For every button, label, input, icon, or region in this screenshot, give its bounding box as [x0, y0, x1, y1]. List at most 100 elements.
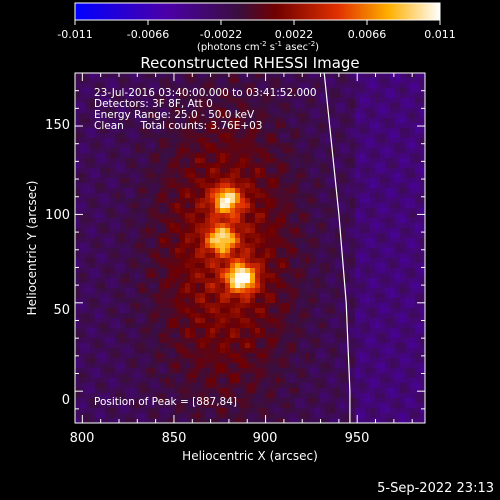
heatmap-cell: [310, 318, 316, 324]
heatmap-cell: [165, 153, 171, 159]
heatmap-cell: [105, 153, 111, 159]
heatmap-cell: [230, 383, 236, 389]
heatmap-cell: [420, 168, 425, 174]
heatmap-cell: [300, 108, 306, 114]
heatmap-cell: [240, 348, 246, 354]
heatmap-cell: [370, 203, 376, 209]
heatmap-cell: [200, 313, 206, 319]
heatmap-cell: [355, 333, 361, 339]
heatmap-cell: [130, 208, 136, 214]
heatmap-cell: [155, 163, 161, 169]
heatmap-cell: [360, 238, 366, 244]
heatmap-cell: [385, 173, 391, 179]
heatmap-cell: [160, 368, 166, 374]
heatmap-cell: [235, 373, 241, 379]
heatmap-cell: [160, 403, 166, 409]
heatmap-cell: [130, 133, 136, 139]
heatmap-cell: [275, 188, 281, 194]
heatmap-cell: [205, 358, 211, 364]
heatmap-cell: [175, 358, 181, 364]
heatmap-cell: [195, 88, 201, 94]
heatmap-cell: [350, 93, 356, 99]
heatmap-cell: [365, 318, 371, 324]
heatmap-cell: [105, 128, 111, 134]
heatmap-cell: [260, 98, 266, 104]
heatmap-cell: [310, 363, 316, 369]
heatmap-cell: [170, 223, 176, 229]
heatmap-cell: [360, 223, 366, 229]
heatmap-cell: [315, 363, 321, 369]
heatmap-cell: [390, 333, 396, 339]
heatmap-cell: [155, 263, 161, 269]
heatmap-cell: [350, 128, 356, 134]
heatmap-cell: [270, 373, 276, 379]
heatmap-cell: [270, 313, 276, 319]
heatmap-cell: [85, 378, 91, 384]
heatmap-cell: [230, 418, 236, 423]
heatmap-cell: [310, 183, 316, 189]
heatmap-cell: [190, 128, 196, 134]
heatmap-cell: [170, 293, 176, 299]
heatmap-cell: [295, 318, 301, 324]
heatmap-cell: [330, 258, 336, 264]
heatmap-cell: [320, 343, 326, 349]
heatmap-cell: [290, 153, 296, 159]
heatmap-cell: [100, 263, 106, 269]
heatmap-cell: [100, 228, 106, 234]
heatmap-cell: [120, 193, 126, 199]
heatmap-cell: [275, 93, 281, 99]
heatmap-cell: [75, 293, 81, 299]
heatmap-cell: [80, 118, 86, 124]
heatmap-cell: [230, 273, 236, 279]
heatmap-cell: [360, 108, 366, 114]
heatmap-cell: [200, 298, 206, 304]
heatmap-cell: [260, 73, 266, 79]
heatmap-cell: [270, 153, 276, 159]
heatmap-cell: [345, 123, 351, 129]
heatmap-cell: [300, 233, 306, 239]
heatmap-cell: [145, 388, 151, 394]
heatmap-cell: [415, 383, 421, 389]
heatmap-cell: [320, 413, 326, 419]
heatmap-cell: [265, 78, 271, 84]
heatmap-cell: [365, 418, 371, 423]
heatmap-cell: [345, 113, 351, 119]
heatmap-cell: [90, 313, 96, 319]
heatmap-cell: [205, 258, 211, 264]
heatmap-cell: [150, 193, 156, 199]
heatmap-cell: [370, 133, 376, 139]
heatmap-cell: [290, 263, 296, 269]
heatmap-cell: [110, 88, 116, 94]
heatmap-cell: [295, 348, 301, 354]
heatmap-cell: [230, 348, 236, 354]
heatmap-cell: [105, 393, 111, 399]
heatmap-cell: [130, 228, 136, 234]
heatmap-cell: [290, 303, 296, 309]
heatmap-cell: [185, 393, 191, 399]
heatmap-cell: [290, 188, 296, 194]
heatmap-cell: [270, 173, 276, 179]
heatmap-cell: [110, 333, 116, 339]
heatmap-cell: [250, 183, 256, 189]
heatmap-cell: [355, 193, 361, 199]
heatmap-cell: [220, 198, 226, 204]
heatmap-cell: [115, 298, 121, 304]
heatmap-cell: [270, 78, 276, 84]
heatmap-cell: [245, 313, 251, 319]
heatmap-cell: [180, 338, 186, 344]
heatmap-cell: [140, 378, 146, 384]
heatmap-cell: [115, 128, 121, 134]
heatmap-cell: [230, 243, 236, 249]
heatmap-cell: [130, 378, 136, 384]
heatmap-cell: [330, 408, 336, 414]
heatmap-cell: [215, 348, 221, 354]
heatmap-cell: [180, 88, 186, 94]
heatmap-cell: [410, 258, 416, 264]
heatmap-cell: [140, 268, 146, 274]
heatmap-cell: [195, 413, 201, 419]
heatmap-cell: [150, 93, 156, 99]
heatmap-cell: [360, 203, 366, 209]
heatmap-cell: [255, 243, 261, 249]
heatmap-cell: [340, 303, 346, 309]
heatmap-cell: [375, 333, 381, 339]
